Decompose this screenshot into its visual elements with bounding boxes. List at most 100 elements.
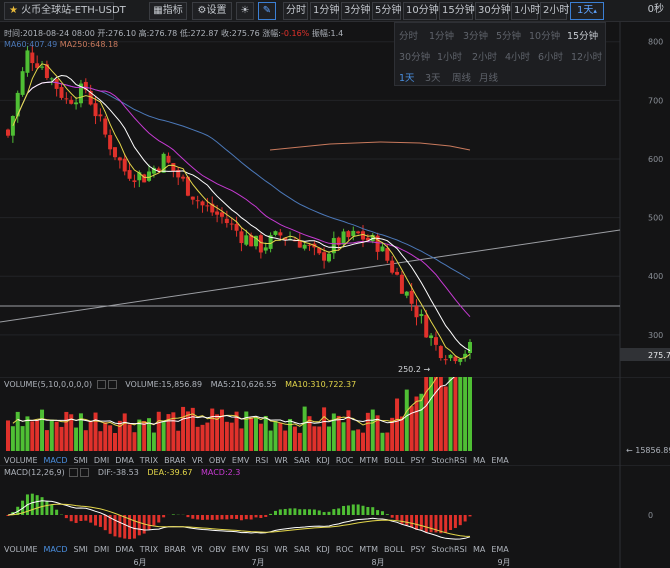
interval-8[interactable]: 2小时 [540, 2, 569, 20]
candle-body [59, 87, 64, 98]
dd-item[interactable]: 15分钟 [567, 31, 599, 42]
interval-7[interactable]: 1小时 [511, 2, 540, 20]
macd-histogram-bar [162, 515, 166, 518]
macd-histogram-bar [429, 515, 433, 533]
indicator-button[interactable]: ▦指标 [149, 2, 187, 20]
indicator-tab-obv[interactable]: OBV [208, 545, 226, 554]
indicator-tab-roc[interactable]: ROC [335, 456, 354, 465]
indicator-tab-rsi[interactable]: RSI [255, 545, 269, 554]
interval-1[interactable]: 1分钟 [310, 2, 339, 20]
dd-item-selected[interactable]: 1天 [399, 73, 415, 84]
indicator-tab-obv[interactable]: OBV [208, 456, 226, 465]
indicator-tab-trix[interactable]: TRIX [139, 456, 159, 465]
interval-3[interactable]: 5分钟 [372, 2, 401, 20]
volume-bar [433, 377, 438, 451]
indicator-tab-wr[interactable]: WR [274, 545, 288, 554]
volume-bar [132, 432, 137, 451]
indicator-tab-ema[interactable]: EMA [491, 545, 509, 554]
dd-item[interactable]: 周线 [452, 73, 472, 84]
indicator-tab-ma[interactable]: MA [472, 456, 486, 465]
dd-item[interactable]: 3天 [425, 73, 441, 84]
interval-5[interactable]: 15分钟 [439, 2, 475, 20]
indicator-tab-brar[interactable]: BRAR [164, 456, 186, 465]
settings-small-icon[interactable] [69, 468, 79, 477]
indicator-tab-sar[interactable]: SAR [293, 545, 311, 554]
indicator-tab-macd[interactable]: MACD [43, 545, 68, 554]
settings-button[interactable]: ⚙设置 [192, 2, 232, 20]
volume-bar [278, 422, 283, 451]
indicator-tab-emv[interactable]: EMV [231, 456, 250, 465]
indicator-tab-rsi[interactable]: RSI [255, 456, 269, 465]
indicator-tab-mtm[interactable]: MTM [359, 545, 378, 554]
indicator-tab-psy[interactable]: PSY [410, 456, 426, 465]
indicator-tab-dmi[interactable]: DMI [93, 456, 110, 465]
dd-item[interactable]: 12小时 [571, 52, 603, 63]
macd-chart[interactable]: 0 [0, 465, 670, 568]
indicator-tab-macd[interactable]: MACD [43, 456, 68, 465]
indicator-tab-volume[interactable]: VOLUME [4, 456, 38, 465]
indicator-tab-stochrsi[interactable]: StochRSI [431, 545, 467, 554]
interval-6[interactable]: 30分钟 [475, 2, 511, 20]
draw-tool-button[interactable]: ✎ [258, 2, 276, 20]
dd-item[interactable]: 分时 [399, 31, 419, 42]
volume-bar [390, 417, 395, 451]
theme-toggle-button[interactable]: ☀ [236, 2, 254, 20]
volume-bar [395, 398, 400, 451]
indicator-tab-sar[interactable]: SAR [293, 456, 311, 465]
dd-item[interactable]: 月线 [479, 73, 499, 84]
indicator-tab-roc[interactable]: ROC [335, 545, 354, 554]
dd-item[interactable]: 6小时 [538, 52, 564, 63]
dd-item[interactable]: 5分钟 [496, 31, 522, 42]
indicator-tab-vr[interactable]: VR [191, 545, 203, 554]
interval-2[interactable]: 3分钟 [341, 2, 370, 20]
indicator-tab-smi[interactable]: SMI [73, 456, 88, 465]
indicator-tab-mtm[interactable]: MTM [359, 456, 378, 465]
candle-body [273, 231, 278, 235]
symbol-selector[interactable]: ★ 火币全球站-ETH-USDT [4, 2, 126, 20]
price-chart[interactable]: 800 700 600 500 400 300 275.76 250.2 → [0, 22, 670, 377]
indicator-tab-ma[interactable]: MA [472, 545, 486, 554]
dd-item[interactable]: 30分钟 [399, 52, 431, 63]
indicator-tab-boll[interactable]: BOLL [384, 456, 405, 465]
dd-item[interactable]: 1分钟 [429, 31, 455, 42]
indicator-tab-psy[interactable]: PSY [410, 545, 426, 554]
candle-body [395, 271, 400, 275]
dd-item[interactable]: 10分钟 [529, 31, 561, 42]
indicator-tab-kdj[interactable]: KDJ [316, 545, 330, 554]
dd-item[interactable]: 4小时 [505, 52, 531, 63]
dd-item[interactable]: 2小时 [472, 52, 498, 63]
close-small-icon[interactable] [80, 468, 90, 477]
indicator-tab-vr[interactable]: VR [191, 456, 203, 465]
interval-4[interactable]: 10分钟 [403, 2, 439, 20]
macd-histogram-bar [103, 515, 107, 531]
indicator-tab-wr[interactable]: WR [274, 456, 288, 465]
indicator-tab-dma[interactable]: DMA [115, 456, 134, 465]
indicator-tab-smi[interactable]: SMI [73, 545, 88, 554]
settings-small-icon[interactable] [96, 380, 106, 389]
candle-body [258, 235, 263, 253]
indicator-tab-volume[interactable]: VOLUME [4, 545, 38, 554]
interval-0[interactable]: 分时 [283, 2, 308, 20]
volume-bar [93, 412, 98, 451]
indicator-tab-stochrsi[interactable]: StochRSI [431, 456, 467, 465]
indicator-tab-ema[interactable]: EMA [491, 456, 509, 465]
volume-bar [375, 415, 380, 451]
candle-body [331, 238, 336, 254]
volume-chart[interactable]: ← 15856.89 [0, 377, 670, 465]
volume-ma5: MA5:210,626.55 [210, 380, 277, 389]
indicator-tab-brar[interactable]: BRAR [164, 545, 186, 554]
indicator-tab-emv[interactable]: EMV [231, 545, 250, 554]
interval-selected[interactable]: 1天▴ [570, 2, 604, 20]
volume-bar [322, 407, 327, 451]
close-small-icon[interactable] [107, 380, 117, 389]
candle-body [419, 314, 424, 317]
volume-bar [176, 430, 181, 451]
indicator-tab-boll[interactable]: BOLL [384, 545, 405, 554]
indicator-tab-trix[interactable]: TRIX [139, 545, 159, 554]
indicator-tab-dmi[interactable]: DMI [93, 545, 110, 554]
volume-bar [166, 414, 171, 451]
indicator-tab-dma[interactable]: DMA [115, 545, 134, 554]
dd-item[interactable]: 1小时 [437, 52, 463, 63]
indicator-tab-kdj[interactable]: KDJ [316, 456, 330, 465]
dd-item[interactable]: 3分钟 [463, 31, 489, 42]
